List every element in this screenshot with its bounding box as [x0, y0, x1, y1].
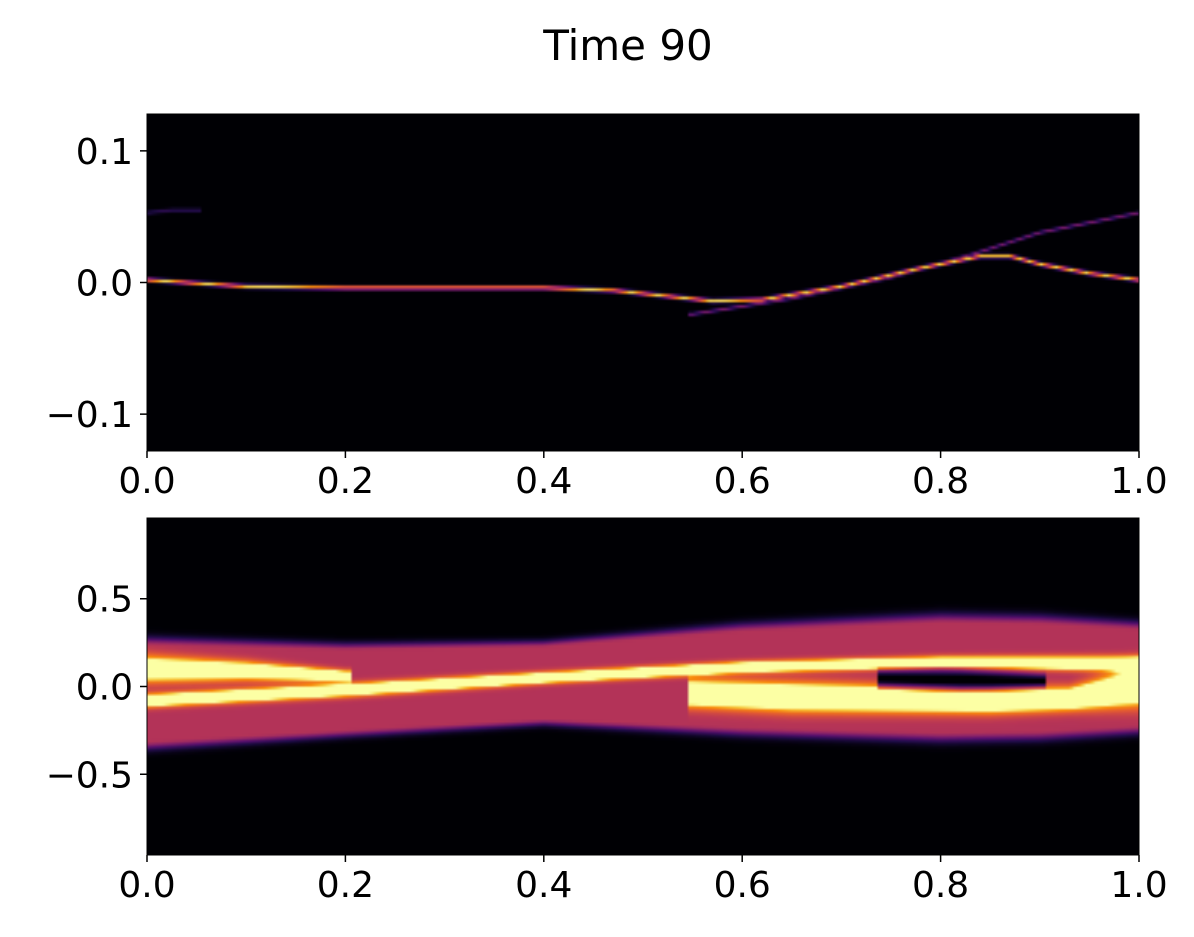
x-tick-label: 0.6	[714, 461, 771, 502]
x-tick-label: 1.0	[1110, 461, 1167, 502]
x-tick-label: 0.8	[912, 865, 969, 906]
x-tick-label: 0.8	[912, 461, 969, 502]
plot-top-heatmap	[147, 114, 1139, 451]
y-tick-label: 0.0	[76, 668, 133, 709]
y-tick-label: 0.5	[76, 580, 133, 621]
x-tick-label: 0.2	[317, 865, 374, 906]
figure-title: Time 90	[542, 21, 713, 70]
x-tick-label: 0.4	[515, 865, 572, 906]
x-tick-label: 0.0	[118, 461, 175, 502]
plot-bottom-axes: 0.0 0.2 0.4 0.6 0.8 1.0 0.5 0.0 −0.5	[46, 580, 1168, 906]
plot-bottom-heatmap	[147, 518, 1139, 855]
x-tick-label: 0.0	[118, 865, 175, 906]
x-tick-label: 0.2	[317, 461, 374, 502]
y-tick-label: −0.1	[46, 395, 133, 436]
x-tick-label: 0.6	[714, 865, 771, 906]
y-tick-label: −0.5	[46, 755, 133, 796]
plot-bottom: 0.0 0.2 0.4 0.6 0.8 1.0 0.5 0.0 −0.5	[46, 517, 1168, 906]
plot-top-axes: 0.0 0.2 0.4 0.6 0.8 1.0 0.1 0.0 −0.1	[46, 132, 1168, 502]
x-tick-label: 0.4	[515, 461, 572, 502]
plot-top: 0.0 0.2 0.4 0.6 0.8 1.0 0.1 0.0 −0.1	[46, 113, 1168, 502]
x-tick-label: 1.0	[1110, 865, 1167, 906]
y-tick-label: 0.1	[76, 132, 133, 173]
y-tick-label: 0.0	[76, 264, 133, 305]
